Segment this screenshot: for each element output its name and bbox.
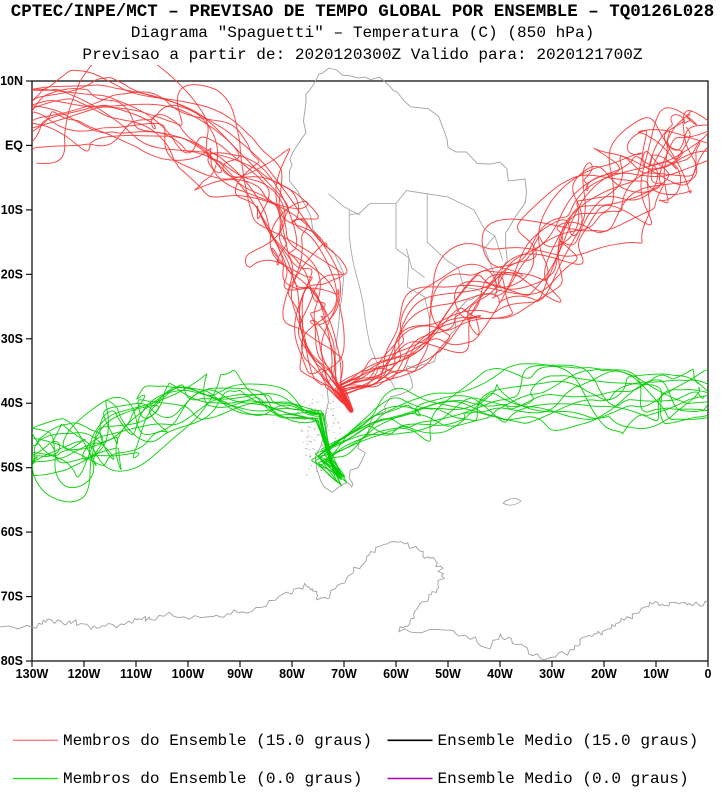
svg-text:Membros do Ensemble (0.0 graus: Membros do Ensemble (0.0 graus) xyxy=(63,770,362,788)
svg-text:Membros do Ensemble (15.0 grau: Membros do Ensemble (15.0 graus) xyxy=(63,732,372,750)
svg-text:Ensemble Medio (0.0 graus): Ensemble Medio (0.0 graus) xyxy=(438,770,689,788)
svg-text:Ensemble Medio (15.0 graus): Ensemble Medio (15.0 graus) xyxy=(438,732,699,750)
